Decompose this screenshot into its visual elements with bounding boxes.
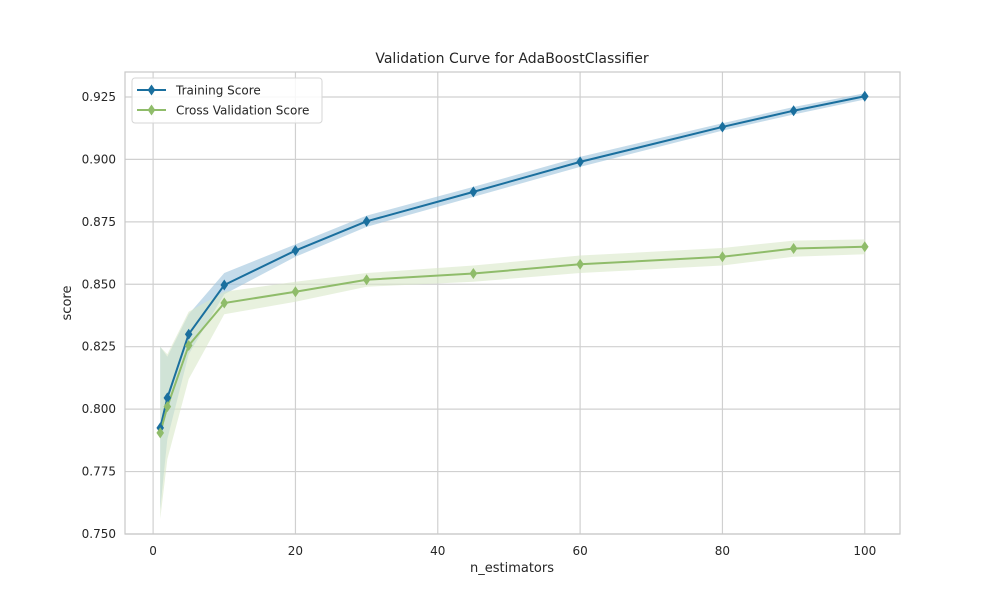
training-score-point — [220, 279, 229, 291]
training-score-point — [860, 90, 869, 102]
y-tick-label: 0.850 — [82, 277, 116, 291]
x-tick-label: 60 — [572, 544, 587, 558]
cross-validation-score-band — [160, 239, 865, 520]
y-tick-label: 0.925 — [82, 90, 116, 104]
training-score-point — [469, 186, 478, 198]
legend: Training Score Cross Validation Score — [131, 77, 323, 124]
cross-validation-score-point — [163, 401, 172, 413]
cross-validation-score-point — [220, 297, 229, 309]
training-score-point — [718, 121, 727, 133]
axis-tick-labels: 0 20 40 60 80 100 0.750 0.775 0.800 0.825 0.850 0.8… — [82, 90, 877, 558]
cross-validation-score-point — [184, 339, 193, 351]
y-tick-label: 0.875 — [82, 215, 116, 229]
chart-title: Validation Curve for AdaBoostClassifier — [375, 51, 649, 67]
legend-label-training-score: Training Score — [175, 84, 261, 98]
training-score-point — [291, 245, 300, 257]
x-tick-label: 20 — [288, 544, 303, 558]
training-score-point — [163, 392, 172, 404]
y-axis-label: score — [60, 286, 75, 321]
legend-marker-training-score — [147, 84, 156, 96]
cross-validation-score-point — [469, 268, 478, 280]
cross-validation-score-point — [860, 241, 869, 253]
cross-validation-score-point — [156, 427, 165, 439]
y-tick-label: 0.900 — [82, 152, 116, 166]
x-tick-label: 100 — [853, 544, 876, 558]
x-axis-label: n_estimators — [470, 561, 554, 576]
cross-validation-score-point — [718, 251, 727, 263]
plot-frame — [124, 71, 901, 535]
training-score-point — [184, 328, 193, 340]
cross-validation-score-point — [576, 258, 584, 270]
x-tick-label: 0 — [149, 544, 157, 558]
legend-label-cross-validation-score: Cross Validation Score — [176, 104, 309, 118]
confidence-bands — [160, 93, 865, 520]
x-tick-label: 40 — [430, 544, 445, 558]
y-tick-label: 0.750 — [82, 527, 116, 541]
training-score-point — [576, 156, 584, 168]
y-tick-label: 0.775 — [82, 465, 116, 479]
training-score-band — [160, 93, 865, 510]
training-score-point — [789, 105, 798, 117]
x-tick-label: 80 — [715, 544, 730, 558]
cross-validation-score-point — [362, 274, 371, 286]
y-tick-label: 0.825 — [82, 340, 116, 354]
legend-marker-cross-validation-score — [147, 104, 156, 116]
cross-validation-score-point — [291, 286, 300, 298]
training-score-point — [362, 215, 371, 227]
grid-lines — [125, 72, 900, 535]
legend-box — [131, 77, 323, 124]
cross-validation-score-point — [789, 243, 798, 255]
series-markers — [156, 90, 869, 439]
y-tick-label: 0.800 — [82, 402, 116, 416]
